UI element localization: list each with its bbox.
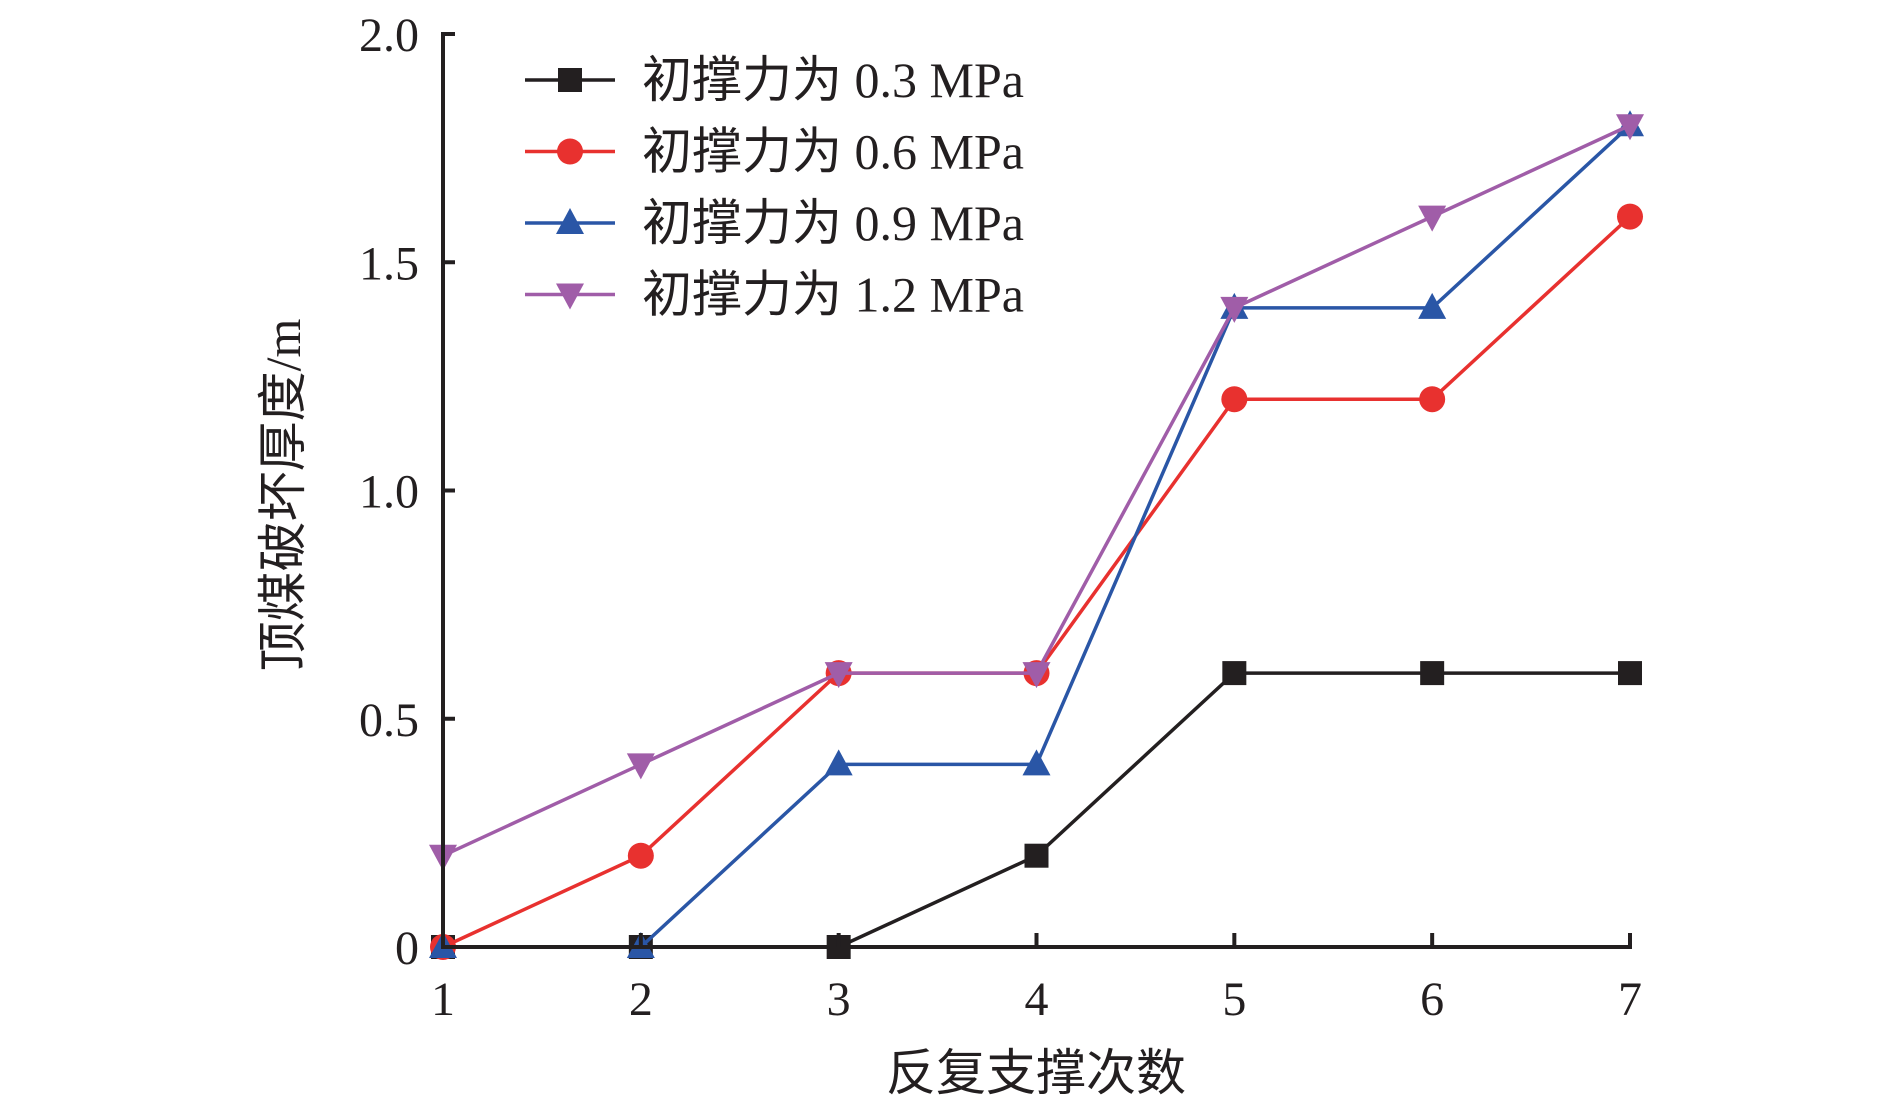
legend-item: 初撑力为 0.6 MPa: [525, 124, 1024, 180]
axes: 0 0.5 1.0 1.5 2.0 1 2 3 4 5 6 7: [359, 9, 1642, 1026]
series-layer: [429, 110, 1644, 960]
x-tick-label: 5: [1222, 973, 1246, 1026]
data-point: [1419, 386, 1446, 413]
data-point: [1220, 296, 1249, 323]
series-0: [431, 661, 1642, 959]
legend-marker: [557, 138, 583, 165]
data-point: [1420, 661, 1445, 686]
legend: 初撑力为 0.3 MPa 初撑力为 0.6 MPa 初撑力为 0.9 MPa 初撑力为…: [525, 52, 1024, 323]
data-point: [1222, 661, 1247, 686]
data-point: [1221, 386, 1248, 413]
legend-label: 初撑力为 1.2 MPa: [642, 267, 1024, 323]
data-point: [1617, 203, 1643, 230]
y-tick-label: 2.0: [359, 9, 419, 62]
y-axis-label: 顶煤破坏厚度/m: [255, 319, 311, 672]
legend-item: 初撑力为 1.2 MPa: [525, 267, 1024, 323]
series-line: [442, 215, 1632, 949]
y-tick-label: 0: [395, 922, 419, 975]
x-axis-label: 反复支撑次数: [886, 1045, 1186, 1101]
data-point: [627, 842, 654, 869]
x-tick-label: 4: [1025, 973, 1049, 1026]
legend-label: 初撑力为 0.6 MPa: [642, 124, 1024, 180]
legend-label: 初撑力为 0.3 MPa: [642, 52, 1024, 108]
data-point: [824, 749, 853, 776]
x-tick-label: 6: [1420, 973, 1444, 1026]
data-point: [824, 662, 853, 689]
legend-marker: [558, 68, 582, 92]
data-point: [626, 753, 655, 780]
y-tick-label: 1.0: [359, 466, 419, 519]
data-point: [1022, 749, 1051, 776]
data-point: [1618, 661, 1642, 686]
x-tick-label: 1: [431, 973, 455, 1026]
data-point: [1418, 205, 1447, 232]
y-tick-label: 1.5: [359, 237, 419, 290]
series-line: [443, 671, 1630, 949]
legend-marker: [556, 283, 584, 310]
legend-marker: [556, 208, 584, 234]
series-2: [429, 110, 1644, 958]
y-tick-label: 0.5: [359, 694, 419, 747]
series-line: [443, 124, 1632, 949]
data-point: [1022, 662, 1051, 689]
x-tick-label: 2: [629, 973, 653, 1026]
series-3: [429, 114, 1644, 871]
data-point: [1418, 292, 1447, 319]
data-point: [1024, 843, 1049, 868]
legend-label: 初撑力为 0.9 MPa: [642, 195, 1024, 251]
x-tick-label: 7: [1618, 973, 1642, 1026]
data-point: [1616, 114, 1644, 141]
legend-item: 初撑力为 0.3 MPa: [525, 52, 1024, 108]
x-tick-label: 3: [827, 973, 851, 1026]
series-line: [442, 123, 1631, 858]
legend-item: 初撑力为 0.9 MPa: [525, 195, 1024, 251]
